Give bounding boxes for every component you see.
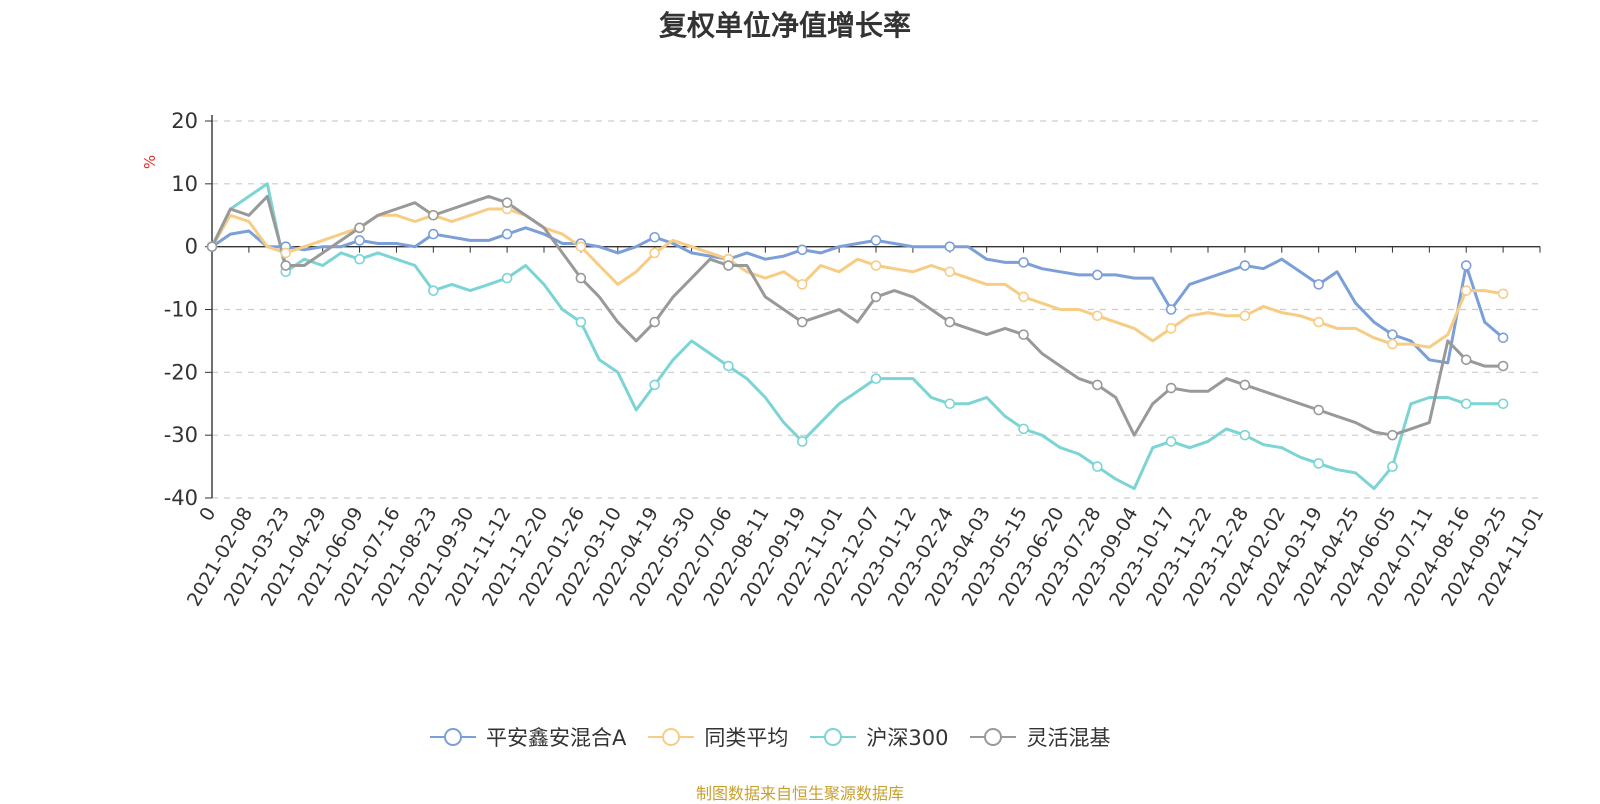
series-point-2 [354, 253, 365, 265]
series-point-1 [1313, 316, 1324, 328]
series-point-2 [1018, 423, 1029, 435]
series-point-0 [1018, 257, 1029, 268]
legend-swatch-icon [810, 728, 857, 746]
series-point-0 [1497, 332, 1509, 344]
series-point-3 [1165, 382, 1177, 394]
series-point-2 [1497, 398, 1509, 410]
series-point-2 [649, 379, 660, 391]
series-point-1 [1165, 323, 1177, 334]
series-line-2 [210, 182, 1504, 491]
series-point-1 [1092, 310, 1103, 322]
series-point-3 [206, 241, 218, 252]
y-tick-label: 10 [171, 172, 198, 196]
legend: 平安鑫安混合A 同类平均 沪深300 灵活混基 [430, 722, 1110, 752]
series-point-2 [1387, 461, 1398, 472]
series-line-0 [211, 226, 1505, 365]
series-point-1 [944, 266, 956, 278]
legend-item[interactable]: 同类平均 [648, 722, 788, 752]
y-tick-label: -10 [164, 298, 198, 322]
series-point-3 [870, 291, 882, 303]
series-point-3 [944, 316, 956, 328]
series-point-0 [1092, 269, 1103, 281]
series-point-2 [1313, 458, 1324, 469]
series-point-3 [1092, 379, 1103, 391]
y-axis-label: % [141, 155, 159, 169]
series-point-3 [1497, 360, 1509, 372]
legend-swatch-icon [430, 728, 476, 746]
series-point-2 [1165, 436, 1177, 447]
series-point-3 [354, 222, 365, 234]
series-point-0 [1460, 260, 1472, 271]
series-point-3 [796, 316, 808, 328]
series-point-1 [1460, 285, 1472, 296]
legend-label: 同类平均 [704, 726, 789, 750]
series-point-2 [1092, 461, 1103, 472]
series-point-2 [1460, 398, 1472, 410]
series-point-3 [501, 197, 513, 208]
series-point-0 [870, 235, 882, 246]
legend-item[interactable]: 灵活混基 [970, 722, 1110, 752]
series-point-0 [501, 228, 513, 240]
y-tick-label: 20 [171, 109, 198, 133]
series-point-0 [1239, 260, 1251, 271]
series-point-1 [280, 247, 292, 259]
legend-swatch-icon [648, 728, 695, 746]
series-point-0 [796, 244, 808, 256]
series-point-3 [649, 316, 660, 328]
series-point-2 [796, 436, 808, 447]
legend-label: 平安鑫安混合A [486, 726, 627, 750]
series-point-1 [575, 241, 587, 252]
series-point-3 [1018, 329, 1029, 340]
series-point-2 [944, 398, 956, 410]
series-point-3 [1387, 429, 1398, 441]
series-point-1 [796, 279, 808, 290]
line-chart: 20100-10-20-30-4002021-02-082021-03-2320… [141, 109, 1548, 610]
series-point-3 [280, 260, 292, 271]
series-point-2 [1239, 429, 1251, 441]
series-line-3 [210, 194, 1504, 437]
legend-item[interactable]: 平安鑫安混合A [430, 722, 626, 752]
series-layer [210, 182, 1505, 491]
series-point-0 [1165, 304, 1177, 315]
y-tick-label: 0 [185, 235, 198, 259]
series-point-2 [723, 360, 734, 372]
x-tick-label: 0 [195, 504, 220, 525]
series-point-1 [1018, 291, 1029, 303]
y-tick-label: -30 [164, 423, 198, 447]
series-point-1 [870, 260, 882, 271]
series-point-1 [1497, 288, 1509, 300]
series-point-0 [354, 235, 365, 246]
y-tick-label: -40 [164, 486, 198, 510]
chart-title: 复权单位净值增长率 [658, 9, 911, 42]
series-point-3 [575, 272, 587, 284]
legend-label: 沪深300 [866, 726, 949, 750]
series-line-1 [210, 207, 1504, 349]
marker-layer [206, 197, 1509, 472]
series-point-0 [944, 241, 956, 252]
series-point-2 [575, 316, 587, 328]
series-point-1 [1239, 310, 1251, 322]
series-point-3 [1239, 379, 1251, 391]
legend-swatch-icon [970, 728, 1017, 746]
series-point-2 [428, 285, 439, 296]
series-point-3 [723, 260, 734, 271]
series-point-3 [428, 209, 439, 221]
y-tick-label: -20 [164, 360, 198, 384]
series-point-3 [1460, 354, 1472, 366]
series-point-3 [1313, 404, 1324, 416]
grid-layer [212, 120, 1540, 499]
series-point-2 [870, 373, 882, 384]
series-point-1 [649, 247, 660, 259]
legend-item[interactable]: 沪深300 [810, 722, 948, 752]
source-note: 制图数据来自恒生聚源数据库 [695, 784, 904, 803]
legend-label: 灵活混基 [1026, 726, 1111, 750]
series-point-0 [1313, 279, 1324, 290]
series-point-0 [1387, 329, 1398, 340]
series-point-0 [649, 231, 660, 243]
series-point-1 [1387, 338, 1398, 350]
series-point-0 [428, 228, 439, 240]
series-point-2 [501, 272, 513, 284]
